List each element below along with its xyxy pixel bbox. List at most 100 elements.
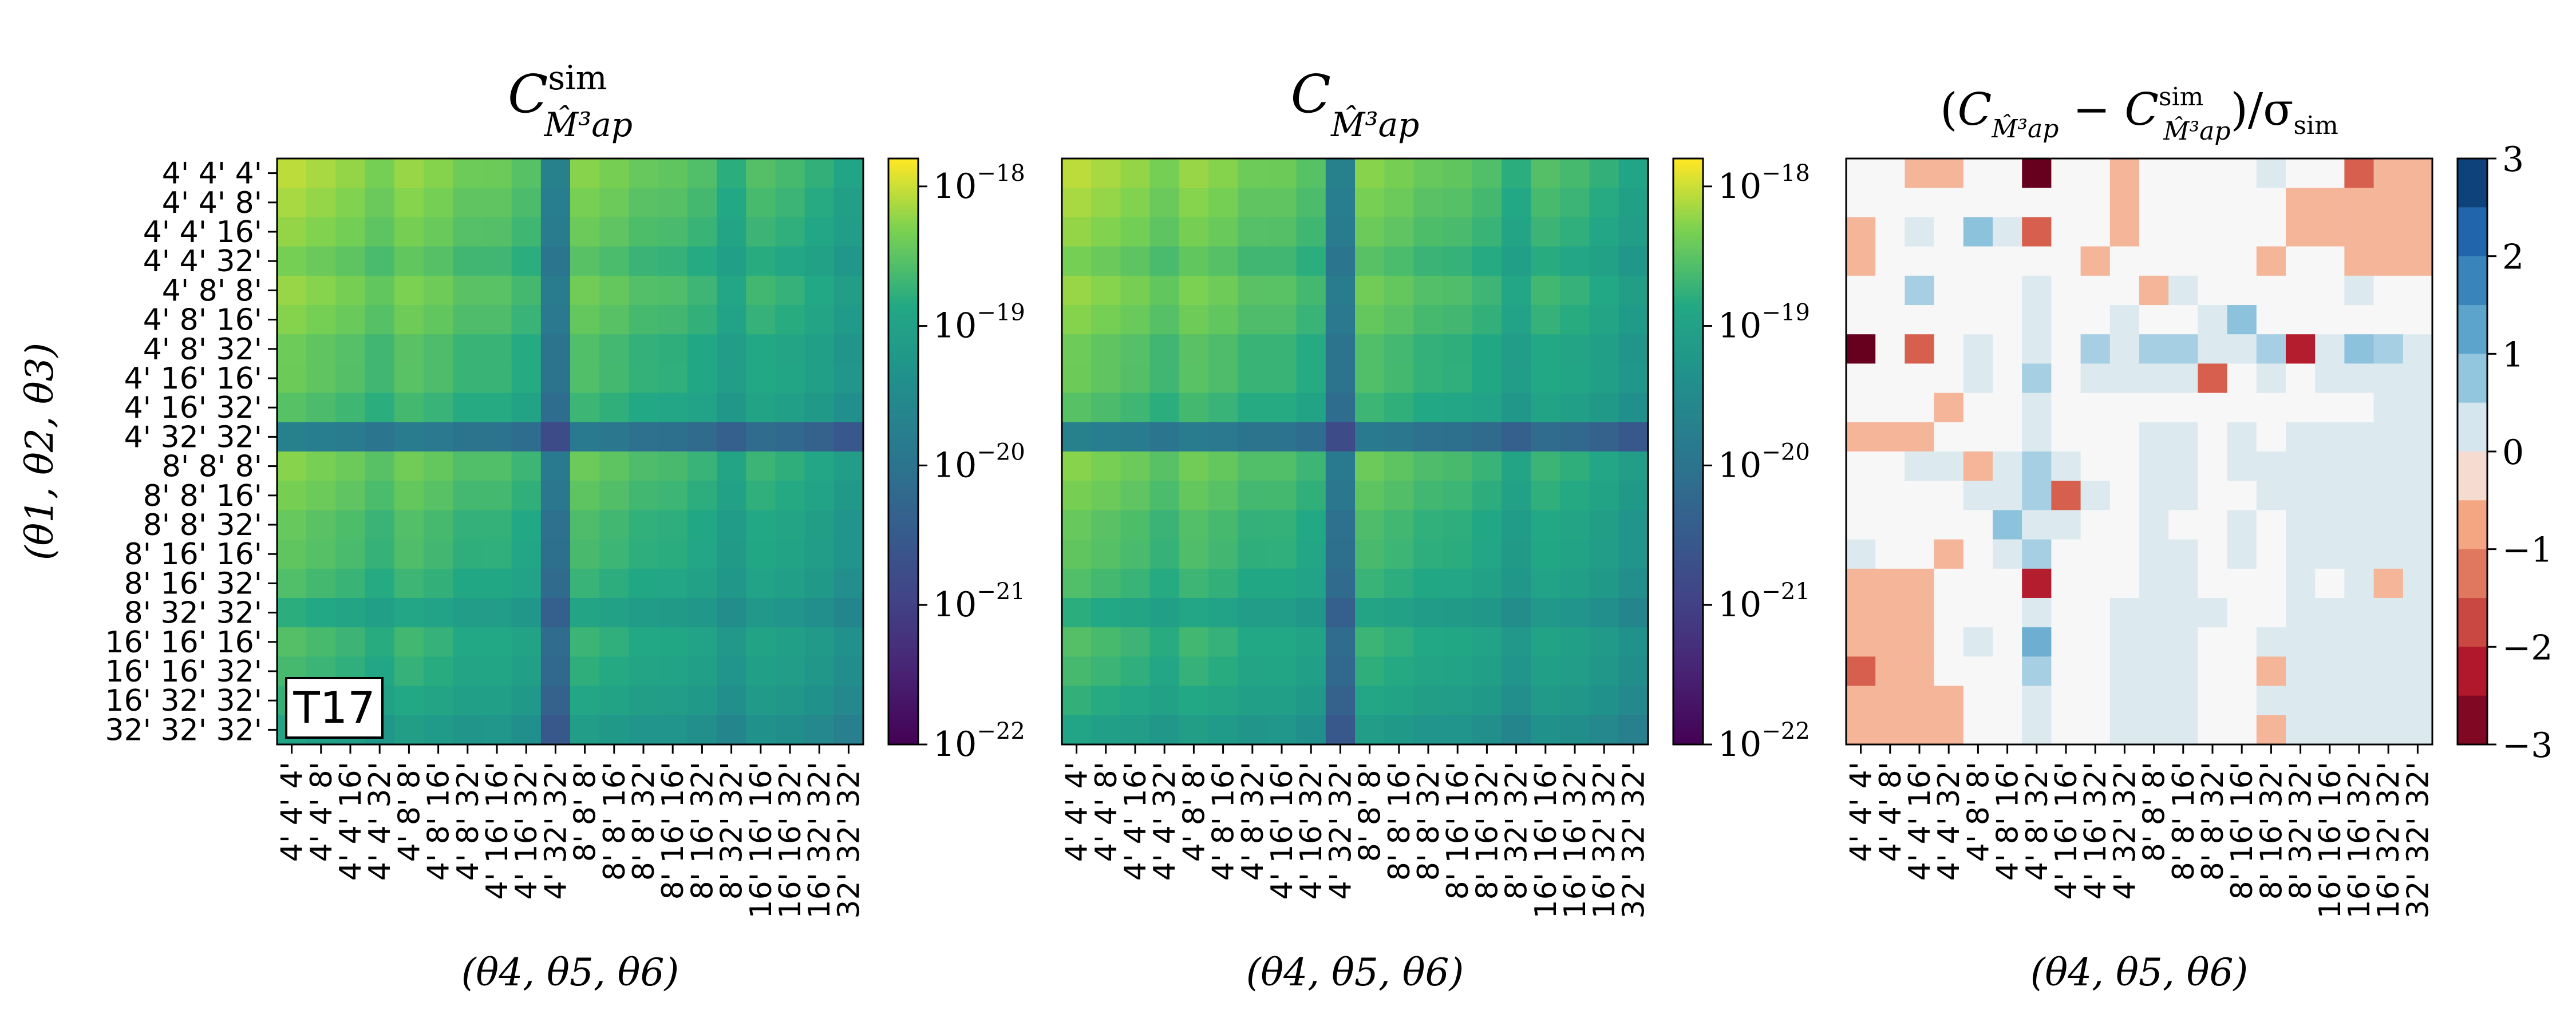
colorbar-step bbox=[888, 607, 918, 611]
heatmap-cell bbox=[1443, 246, 1473, 276]
heatmap-cell bbox=[1238, 275, 1267, 306]
heatmap-cell bbox=[1560, 393, 1590, 423]
colorbar-step bbox=[1673, 615, 1703, 619]
heatmap-cell bbox=[629, 393, 659, 423]
heatmap-cell bbox=[833, 393, 864, 423]
heatmap-cell bbox=[482, 598, 512, 628]
heatmap-cell bbox=[1502, 715, 1531, 745]
heatmap-cell bbox=[1934, 656, 1964, 687]
colorbar-step bbox=[1673, 334, 1703, 338]
heatmap-cell bbox=[1238, 686, 1267, 716]
colorbar-step bbox=[1673, 264, 1703, 268]
heatmap-cell bbox=[277, 510, 307, 540]
heatmap-cell bbox=[2286, 627, 2316, 657]
heatmap-cell bbox=[629, 656, 659, 687]
heatmap-cell bbox=[2080, 305, 2111, 335]
heatmap-cell bbox=[394, 159, 424, 188]
colorbar-step bbox=[1673, 235, 1703, 239]
colorbar-step bbox=[888, 671, 918, 675]
x-axis-label: (θ4, θ5, θ6) bbox=[2030, 950, 2249, 995]
heatmap-cell bbox=[833, 451, 864, 481]
y-tick-label: 4' 4' 8' bbox=[162, 186, 262, 220]
heatmap-cell bbox=[1934, 686, 1964, 716]
heatmap-cell bbox=[1993, 568, 2022, 599]
colorbar-step bbox=[888, 478, 918, 481]
colorbar-tick-label: 10−19 bbox=[933, 300, 1025, 346]
colorbar-tick-label: 10−21 bbox=[933, 579, 1025, 625]
heatmap-cell bbox=[599, 715, 629, 745]
colorbar-step bbox=[888, 604, 918, 608]
colorbar-band bbox=[2458, 549, 2487, 599]
heatmap-cell bbox=[540, 656, 571, 687]
heatmap-cell bbox=[335, 217, 366, 247]
colorbar-step bbox=[1673, 609, 1703, 613]
heatmap-cell bbox=[1120, 217, 1151, 247]
heatmap-cell bbox=[2109, 510, 2140, 540]
heatmap-cell bbox=[2109, 363, 2140, 394]
heatmap-cell bbox=[1413, 715, 1444, 745]
heatmap-cell bbox=[1149, 568, 1180, 599]
y-tick-label: 16' 16' 16' bbox=[105, 625, 262, 660]
colorbar-step bbox=[1673, 457, 1703, 461]
heatmap-cell bbox=[1531, 363, 1560, 394]
heatmap-cell bbox=[1149, 510, 1180, 540]
x-tick-label: 4' 8' 32' bbox=[1236, 762, 1270, 881]
x-tick-label: 8' 8' 16' bbox=[1382, 762, 1417, 881]
colorbar-step bbox=[1673, 651, 1703, 655]
x-tick-label: 8' 8' 8' bbox=[2138, 762, 2172, 862]
heatmap-cell bbox=[2139, 217, 2169, 247]
y-tick-label: 8' 8' 16' bbox=[143, 479, 262, 513]
heatmap-cell bbox=[1413, 539, 1444, 569]
colorbar-step bbox=[1673, 618, 1703, 622]
heatmap-cell bbox=[2315, 188, 2345, 217]
heatmap-cell bbox=[1531, 598, 1560, 628]
heatmap-cell bbox=[1963, 393, 1993, 423]
heatmap-cell bbox=[1875, 686, 1905, 716]
heatmap-cell bbox=[394, 568, 424, 599]
heatmap-cell bbox=[1560, 510, 1590, 540]
heatmap-cell bbox=[658, 188, 688, 217]
colorbar-band bbox=[2458, 695, 2487, 745]
colorbar-tick-label: −3 bbox=[2502, 726, 2553, 766]
heatmap-cell bbox=[2344, 481, 2374, 510]
heatmap-cell bbox=[1934, 539, 1964, 569]
colorbar-step bbox=[1673, 586, 1703, 590]
heatmap-cell bbox=[453, 568, 483, 599]
heatmap-cell bbox=[1443, 481, 1473, 510]
colorbar-step bbox=[1673, 521, 1703, 525]
heatmap-cell bbox=[1905, 159, 1935, 188]
heatmap-cell bbox=[394, 656, 424, 687]
heatmap-cell bbox=[658, 451, 688, 481]
heatmap-cell bbox=[511, 568, 542, 599]
x-tick-label: 4' 32' 32' bbox=[1323, 762, 1358, 900]
colorbar-step bbox=[1673, 595, 1703, 599]
heatmap-cell bbox=[2256, 539, 2286, 569]
heatmap-cell bbox=[1846, 305, 1876, 335]
heatmap-cell bbox=[746, 246, 776, 276]
colorbar-step bbox=[1673, 340, 1703, 344]
heatmap-cell bbox=[1208, 686, 1238, 716]
heatmap-cell bbox=[599, 686, 629, 716]
colorbar-step bbox=[1673, 580, 1703, 584]
colorbar-step bbox=[1673, 641, 1703, 645]
heatmap-cell bbox=[1296, 393, 1326, 423]
heatmap-cell bbox=[1472, 539, 1502, 569]
heatmap-cell bbox=[1875, 188, 1905, 217]
heatmap-cell bbox=[599, 451, 629, 481]
colorbar-step bbox=[1673, 633, 1703, 637]
colorbar-step bbox=[888, 741, 918, 745]
colorbar-step bbox=[1673, 278, 1703, 282]
heatmap-cell bbox=[1091, 422, 1121, 452]
heatmap-cell bbox=[599, 539, 629, 569]
colorbar-step bbox=[888, 181, 918, 185]
x-axis: 4' 4' 4'4' 4' 8'4' 4' 16'4' 4' 32'4' 8' … bbox=[275, 744, 866, 995]
heatmap-cell bbox=[1560, 715, 1590, 745]
heatmap-cell bbox=[1963, 686, 1993, 716]
heatmap-cell bbox=[1589, 305, 1619, 335]
heatmap-cell bbox=[1208, 568, 1238, 599]
heatmap-cell bbox=[2344, 334, 2374, 364]
heatmap-cell bbox=[1502, 217, 1531, 247]
colorbar-step bbox=[888, 721, 918, 724]
heatmap-cell bbox=[804, 159, 835, 188]
heatmap-cell bbox=[1179, 393, 1209, 423]
